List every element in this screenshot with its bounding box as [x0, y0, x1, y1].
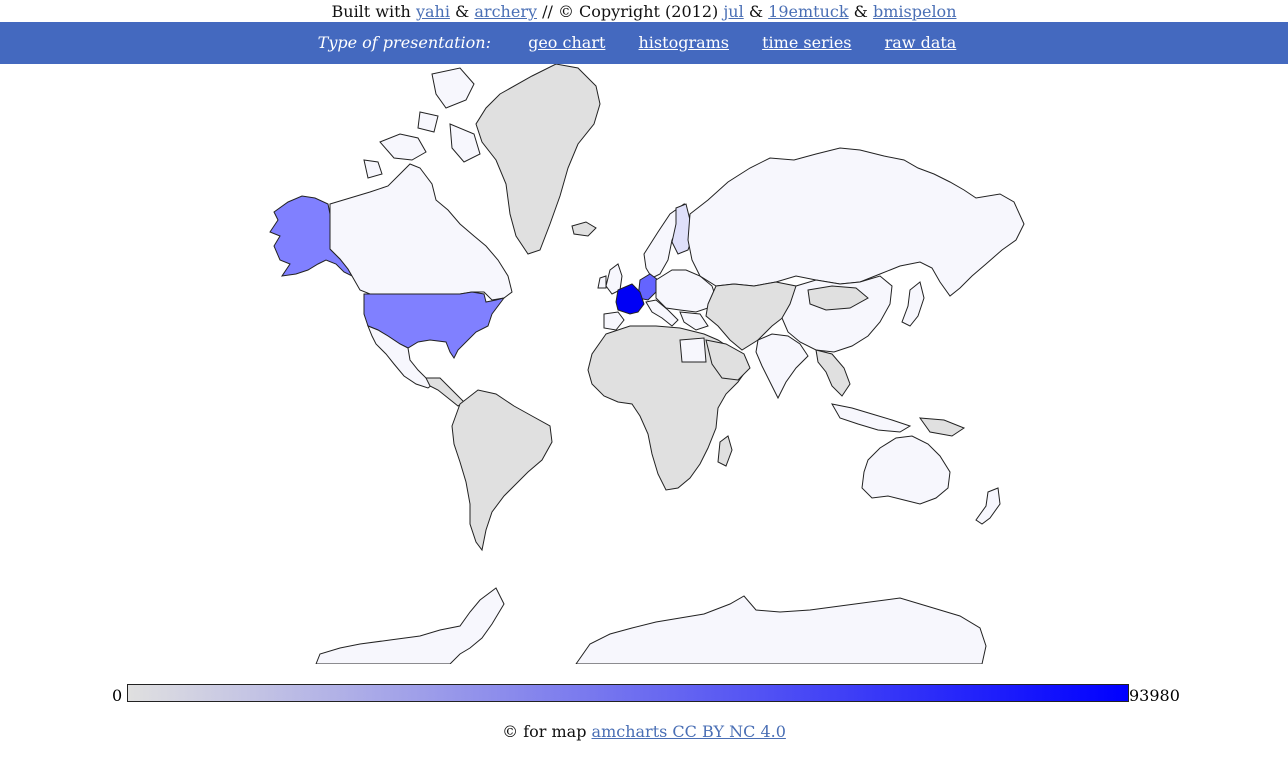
region-southeast-asia[interactable]: [815, 349, 851, 397]
credits-copyright: // © Copyright (2012): [542, 2, 719, 21]
country-japan[interactable]: [901, 281, 925, 327]
continent-antarctica[interactable]: [315, 587, 987, 664]
footer-amcharts-link[interactable]: amcharts CC BY NC 4.0: [591, 722, 786, 741]
credit-link-19emtuck[interactable]: 19emtuck: [768, 2, 849, 21]
country-india[interactable]: [755, 333, 809, 400]
region-south-europe[interactable]: [645, 299, 709, 331]
country-russia[interactable]: [687, 147, 1025, 297]
country-greenland[interactable]: [475, 64, 601, 255]
nav-title: Type of presentation:: [317, 33, 491, 52]
credits-bar: Built with yahi & archery // © Copyright…: [0, 0, 1288, 22]
country-new-zealand[interactable]: [975, 487, 1001, 525]
credits-amp: &: [455, 2, 470, 21]
region-central-asia[interactable]: [705, 281, 805, 351]
legend-max-label: 93980: [1129, 686, 1180, 705]
country-finland[interactable]: [671, 203, 693, 255]
country-uk[interactable]: [597, 263, 623, 295]
legend-gradient-bar: [127, 684, 1129, 702]
credit-link-jul[interactable]: jul: [723, 2, 744, 21]
footer-prefix: © for map: [502, 722, 587, 741]
country-canada[interactable]: [329, 163, 513, 301]
world-map-svg: [269, 64, 1025, 664]
legend-min-label: 0: [112, 686, 123, 705]
country-madagascar[interactable]: [717, 435, 733, 467]
country-australia[interactable]: [861, 435, 951, 505]
presentation-navbar: Type of presentation: geo chart histogra…: [0, 22, 1288, 64]
continent-africa[interactable]: [587, 325, 749, 491]
region-iberia[interactable]: [603, 311, 625, 331]
nav-link-geo-chart[interactable]: geo chart: [528, 33, 606, 52]
region-arabia[interactable]: [705, 339, 751, 381]
credits-built-with: Built with: [331, 2, 411, 21]
world-map: [260, 64, 1030, 664]
country-iceland[interactable]: [571, 221, 597, 237]
nav-link-raw-data[interactable]: raw data: [884, 33, 957, 52]
region-central-america[interactable]: [425, 377, 465, 407]
nav-link-histograms[interactable]: histograms: [638, 33, 730, 52]
nav-link-time-series[interactable]: time series: [762, 33, 852, 52]
country-indonesia[interactable]: [831, 403, 912, 433]
credits-amp: &: [748, 2, 764, 21]
country-egypt[interactable]: [679, 337, 707, 363]
country-france[interactable]: [615, 283, 645, 315]
credits-amp: &: [853, 2, 868, 21]
credit-link-yahi[interactable]: yahi: [415, 2, 450, 21]
country-mongolia[interactable]: [807, 285, 869, 311]
color-scale-legend: 0 93980: [0, 682, 1288, 705]
map-credit-footer: © for map amcharts CC BY NC 4.0: [0, 722, 1288, 741]
credit-link-archery[interactable]: archery: [474, 2, 537, 21]
continent-south-america[interactable]: [451, 389, 553, 552]
region-papua[interactable]: [918, 417, 966, 437]
credit-link-bmispelon[interactable]: bmispelon: [872, 2, 957, 21]
country-canada-islands[interactable]: [363, 67, 481, 179]
